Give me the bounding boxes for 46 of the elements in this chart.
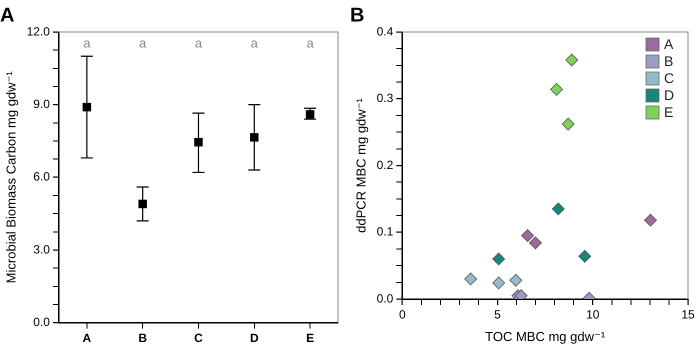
x-tick-label: 10 <box>586 308 600 322</box>
legend-label: A <box>664 36 674 52</box>
legend-label: B <box>664 52 674 69</box>
point <box>562 118 575 131</box>
point <box>565 54 578 66</box>
x-axis-title: TOC MBC mg gdw⁻¹ <box>485 328 606 344</box>
y-tick-label: 0.1 <box>376 224 394 239</box>
point <box>550 83 563 96</box>
y-tick-label: 0.3 <box>376 91 394 106</box>
x-tick-label: D <box>250 331 259 346</box>
y-tick-label: 12.0 <box>26 24 50 38</box>
x-tick-label: A <box>82 331 92 346</box>
point <box>644 214 657 227</box>
y-tick-label: 0.4 <box>376 24 394 38</box>
point <box>578 250 592 263</box>
chart-title: A <box>0 4 14 27</box>
point <box>552 202 565 216</box>
y-axis-title: Microbial Biomass Carbon mg gdw⁻¹ <box>3 70 18 284</box>
point <box>529 236 542 250</box>
annotation: a <box>83 36 92 51</box>
point <box>492 252 506 266</box>
chart-title: B <box>350 4 364 27</box>
x-tick-label: E <box>306 331 314 346</box>
x-tick-label: B <box>138 331 148 346</box>
y-tick-label: 0.0 <box>376 291 394 306</box>
legend-label: D <box>664 86 674 103</box>
legend-label: C <box>664 70 674 86</box>
annotation: a <box>194 36 203 51</box>
point <box>521 229 534 242</box>
point <box>509 274 522 287</box>
annotation: a <box>250 36 259 51</box>
legend-label: E <box>664 104 674 120</box>
point <box>464 272 478 286</box>
x-tick-label: 0 <box>398 308 406 322</box>
x-tick-label: 5 <box>494 308 502 322</box>
point <box>492 276 506 290</box>
x-tick-label: C <box>194 331 204 346</box>
y-tick-label: 3.0 <box>33 242 50 256</box>
y-tick-label: 0.0 <box>33 314 50 329</box>
x-tick-label: 15 <box>681 308 695 322</box>
annotation: a <box>139 36 148 51</box>
y-axis-title: ddPCR MBC mg gdw⁻¹ <box>353 97 368 233</box>
y-tick-label: 6.0 <box>33 170 50 184</box>
annotation: a <box>306 36 314 51</box>
y-tick-label: 0.2 <box>376 158 394 172</box>
y-tick-label: 9.0 <box>33 96 50 111</box>
